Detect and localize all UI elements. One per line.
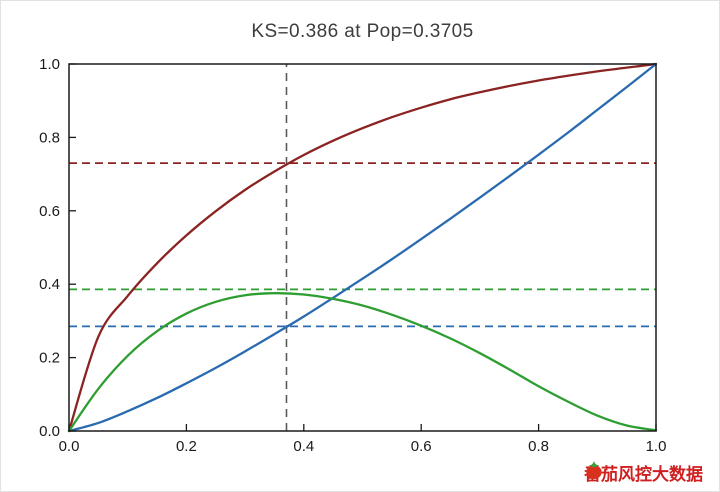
curve-cumulative-good-rate xyxy=(67,62,658,433)
x-tick-label: 1.0 xyxy=(646,438,667,455)
plot-border xyxy=(68,63,657,432)
x-tick-label: 0.4 xyxy=(293,438,314,455)
tomato-icon xyxy=(586,461,602,479)
y-tick-label: 0.6 xyxy=(39,203,60,220)
x-tick-label: 0.0 xyxy=(59,438,80,455)
y-tick-label: 0.4 xyxy=(39,276,60,293)
x-tick-label: 0.2 xyxy=(176,438,197,455)
y-tick-label: 0.8 xyxy=(39,129,60,146)
x-tick-label: 0.6 xyxy=(411,438,432,455)
y-tick-label: 0.0 xyxy=(39,423,60,440)
curve-cumulative-bad-rate xyxy=(67,62,658,433)
x-tick-label: 0.8 xyxy=(528,438,549,455)
watermark: 番茄风控大数据 xyxy=(584,460,703,485)
curve-ks-difference-curve xyxy=(67,292,658,433)
y-tick-label: 1.0 xyxy=(39,56,60,73)
y-tick-label: 0.2 xyxy=(39,350,60,367)
chart-title: KS=0.386 at Pop=0.3705 xyxy=(251,21,474,42)
watermark-text: 番茄风控大数据 xyxy=(584,465,703,484)
